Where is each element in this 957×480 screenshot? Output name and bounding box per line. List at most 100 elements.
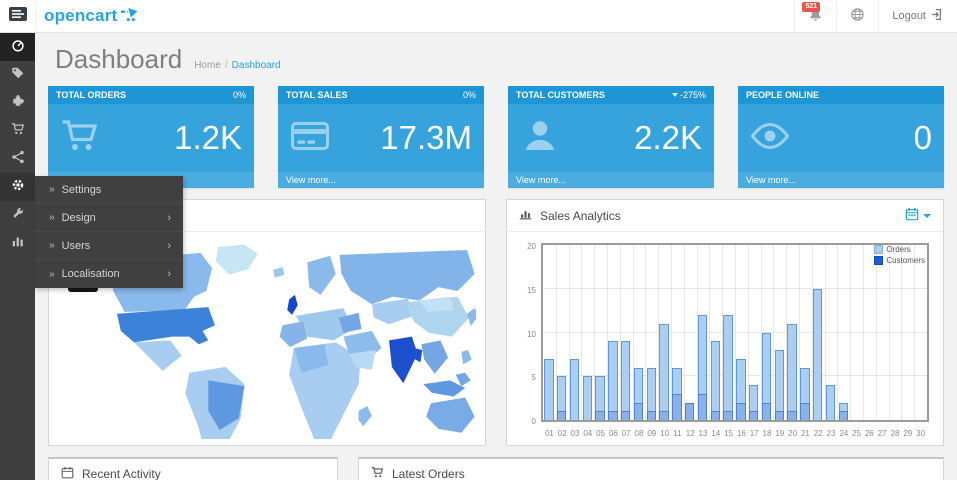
- sidebar-item-catalog[interactable]: [0, 61, 35, 89]
- shopping-cart-icon: [371, 466, 384, 480]
- sales-chart-plot: [541, 243, 929, 422]
- page-header: Dashboard Home / Dashboard: [35, 33, 957, 79]
- customers-bar: [608, 411, 618, 420]
- customers-bar: [621, 411, 631, 420]
- y-axis-label: 5: [531, 373, 536, 383]
- view-more-link[interactable]: View more...: [508, 172, 714, 188]
- calendar-dropdown-button[interactable]: [905, 207, 931, 224]
- notification-count-badge: 521: [802, 2, 821, 13]
- submenu-item-label: Settings: [61, 183, 102, 196]
- breadcrumb-current-link[interactable]: Dashboard: [231, 60, 281, 71]
- gridline: [799, 245, 800, 420]
- customers-bar: [633, 402, 644, 420]
- customers-bar: [838, 411, 848, 420]
- notifications-button[interactable]: 521: [794, 0, 836, 32]
- gridline: [594, 245, 596, 420]
- customers-bar: [774, 411, 784, 420]
- credit-card-icon: [290, 116, 330, 161]
- gridline: [568, 245, 570, 420]
- breadcrumb-separator: /: [224, 60, 228, 71]
- customers-bar: [672, 393, 682, 420]
- angle-double-right-icon: »: [49, 240, 54, 251]
- orders-bar: [608, 341, 618, 420]
- customers-legend-label: Customers: [886, 256, 925, 265]
- x-axis-label: 13: [698, 429, 708, 438]
- stores-button[interactable]: [836, 0, 878, 32]
- gridline: [875, 245, 877, 420]
- gridline: [863, 245, 864, 420]
- x-axis-label: 11: [673, 429, 682, 438]
- customers-bar: [685, 402, 695, 420]
- sidebar-item-sales[interactable]: [0, 117, 35, 145]
- tile-total-customers: TOTAL CUSTOMERS -275% 2.2K View more...: [508, 86, 714, 188]
- x-axis-label: 29: [903, 429, 913, 438]
- customers-bar: [800, 402, 810, 420]
- sidebar-item-reports[interactable]: [0, 229, 35, 257]
- gridline: [888, 245, 890, 420]
- menu-toggle-button[interactable]: [0, 0, 36, 32]
- eye-icon: [750, 116, 790, 161]
- y-axis-label: 10: [527, 329, 536, 339]
- customers-bar: [787, 411, 797, 420]
- tile-value: 17.3M: [380, 119, 472, 156]
- x-axis-label: 03: [570, 429, 580, 438]
- gridline: [811, 245, 813, 420]
- tile-people-online: PEOPLE ONLINE 0 View more...: [738, 86, 944, 188]
- sidebar-item-marketing[interactable]: [0, 145, 35, 173]
- submenu-item-users[interactable]: » Users ›: [35, 232, 183, 260]
- sales-analytics-panel: Sales Analytics Orders: [506, 199, 944, 446]
- gridline: [773, 245, 775, 420]
- sidebar-nav: [0, 33, 35, 480]
- bar-chart-icon: [11, 234, 25, 253]
- submenu-item-design[interactable]: » Design ›: [35, 204, 183, 232]
- customers-bar: [710, 411, 720, 420]
- opencart-logo[interactable]: opencart: [44, 6, 144, 27]
- top-bar-actions: 521 Logout: [794, 0, 957, 32]
- sales-analytics-title: Sales Analytics: [540, 208, 621, 223]
- x-axis-label: 21: [800, 429, 810, 438]
- orders-legend-label: Orders: [886, 245, 911, 254]
- customers-legend-swatch: [874, 256, 884, 265]
- share-icon: [11, 150, 25, 169]
- x-axis-label: 12: [685, 429, 695, 438]
- tile-change: 0%: [232, 90, 246, 100]
- orders-bar: [825, 385, 836, 420]
- gridline: [824, 245, 826, 420]
- x-axis-label: 15: [724, 429, 734, 438]
- sidebar-item-extensions[interactable]: [0, 89, 35, 117]
- sidebar-item-tools[interactable]: [0, 201, 35, 229]
- orders-bar: [595, 376, 605, 420]
- submenu-item-settings[interactable]: » Settings: [35, 176, 183, 204]
- gridline: [837, 245, 839, 420]
- tile-label: TOTAL SALES: [286, 90, 348, 100]
- sidebar-item-system[interactable]: [0, 173, 35, 201]
- orders-bar: [800, 367, 810, 420]
- submenu-item-localisation[interactable]: » Localisation ›: [35, 260, 183, 288]
- customers-bar: [736, 402, 746, 420]
- gridline: [671, 245, 672, 420]
- orders-bar: [736, 358, 746, 420]
- orders-bar: [569, 358, 580, 420]
- view-more-link[interactable]: View more...: [278, 172, 484, 188]
- orders-bar: [557, 376, 567, 420]
- puzzle-icon: [11, 94, 25, 113]
- gridline: [850, 245, 852, 420]
- tile-total-sales: TOTAL SALES 0% 17.3M View more...: [278, 86, 484, 188]
- logout-label: Logout: [892, 10, 926, 22]
- x-axis-label: 14: [711, 429, 721, 438]
- breadcrumb-home-link[interactable]: Home: [194, 60, 221, 71]
- sidebar-item-dashboard[interactable]: [0, 33, 35, 61]
- x-axis-label: 09: [647, 429, 657, 438]
- tile-total-orders: TOTAL ORDERS 0% 1.2K View more...: [48, 86, 254, 188]
- gridline: [581, 245, 583, 420]
- orders-bar: [723, 315, 733, 420]
- angle-right-icon: ›: [167, 211, 171, 224]
- x-axis-label: 28: [890, 429, 900, 438]
- view-more-link[interactable]: View more...: [738, 172, 944, 188]
- recent-activity-panel: Recent Activity: [48, 457, 338, 480]
- x-axis-label: 08: [634, 429, 644, 438]
- logout-button[interactable]: Logout: [878, 0, 957, 32]
- gridline: [747, 245, 749, 420]
- tile-change: 0%: [462, 90, 476, 100]
- orders-bar: [710, 341, 720, 420]
